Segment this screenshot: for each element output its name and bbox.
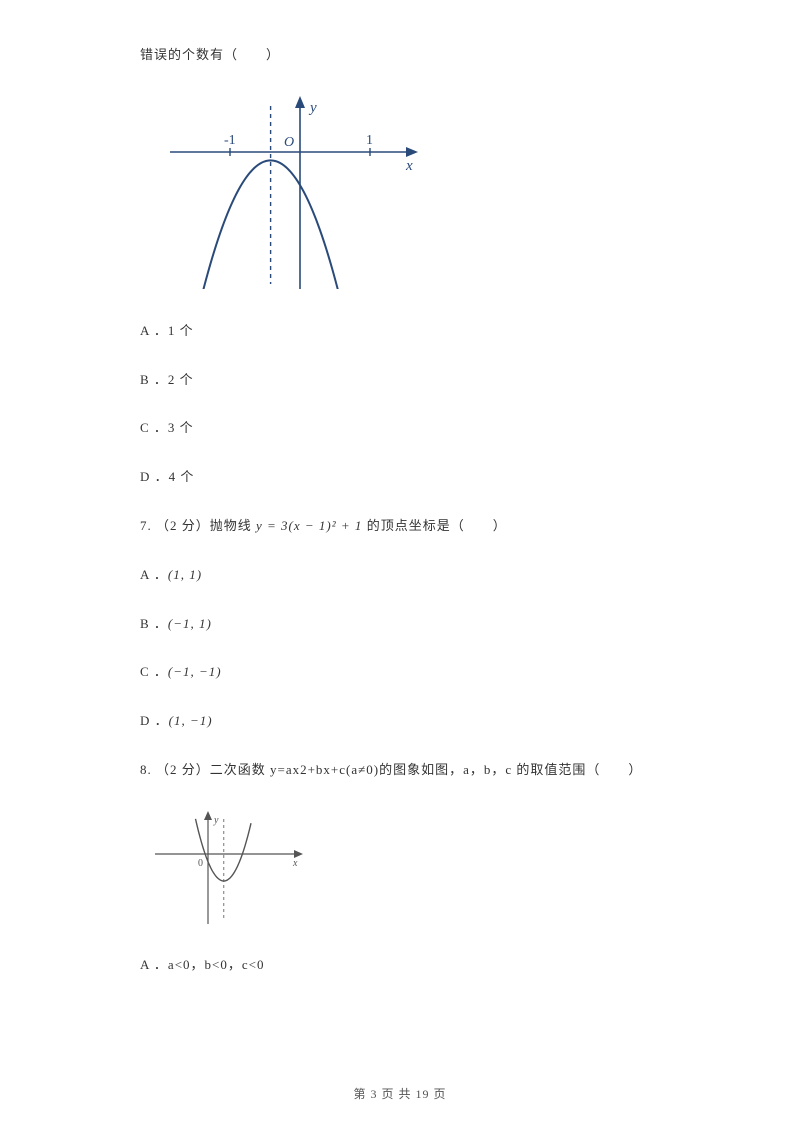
q7-suffix: 的顶点坐标是（ ） <box>362 518 506 533</box>
q6-option-a: A ．1 个 <box>140 321 660 342</box>
svg-text:x: x <box>405 158 413 174</box>
q6-chart: -1 1 Ox y <box>170 94 660 289</box>
svg-text:y: y <box>213 815 219 826</box>
q7-b-prefix: B ． <box>140 616 168 631</box>
q8-chart: 0 x y <box>150 809 660 929</box>
q7-option-d: D ．(1, −1) <box>140 711 660 732</box>
q7-formula: y = 3(x − 1)² + 1 <box>256 518 362 533</box>
q6-option-b: B ．2 个 <box>140 370 660 391</box>
q7-b-val: (−1, 1) <box>168 616 212 631</box>
q7-prompt: 7. （2 分）抛物线 y = 3(x − 1)² + 1 的顶点坐标是（ ） <box>140 516 660 537</box>
page-content: 错误的个数有（ ） -1 1 Ox y A ．1 个 B ．2 个 C ．3 个 D … <box>0 0 800 976</box>
q8-option-a: A ．a<0，b<0，c<0 <box>140 955 660 976</box>
svg-text:0: 0 <box>198 858 203 869</box>
q7-option-a: A ．(1, 1) <box>140 565 660 586</box>
q7-a-val: (1, 1) <box>168 567 202 582</box>
q7-d-val: (1, −1) <box>169 713 213 728</box>
q6-prompt: 错误的个数有（ ） <box>140 45 660 66</box>
page-footer: 第 3 页 共 19 页 <box>0 1085 800 1102</box>
q8-prompt: 8. （2 分）二次函数 y=ax2+bx+c(a≠0)的图象如图，a，b，c … <box>140 760 660 781</box>
q7-a-prefix: A ． <box>140 567 168 582</box>
q7-option-c: C ．(−1, −1) <box>140 662 660 683</box>
svg-text:O: O <box>284 135 294 150</box>
q7-d-prefix: D ． <box>140 713 169 728</box>
svg-text:1: 1 <box>366 133 373 148</box>
q7-c-prefix: C ． <box>140 664 168 679</box>
svg-text:-1: -1 <box>224 133 236 148</box>
q7-option-b: B ．(−1, 1) <box>140 614 660 635</box>
q7-prefix: 7. （2 分）抛物线 <box>140 518 256 533</box>
q6-option-c: C ．3 个 <box>140 418 660 439</box>
svg-text:y: y <box>308 100 317 116</box>
svg-text:x: x <box>292 858 298 869</box>
q6-option-d: D ．4 个 <box>140 467 660 488</box>
q7-c-val: (−1, −1) <box>168 664 222 679</box>
